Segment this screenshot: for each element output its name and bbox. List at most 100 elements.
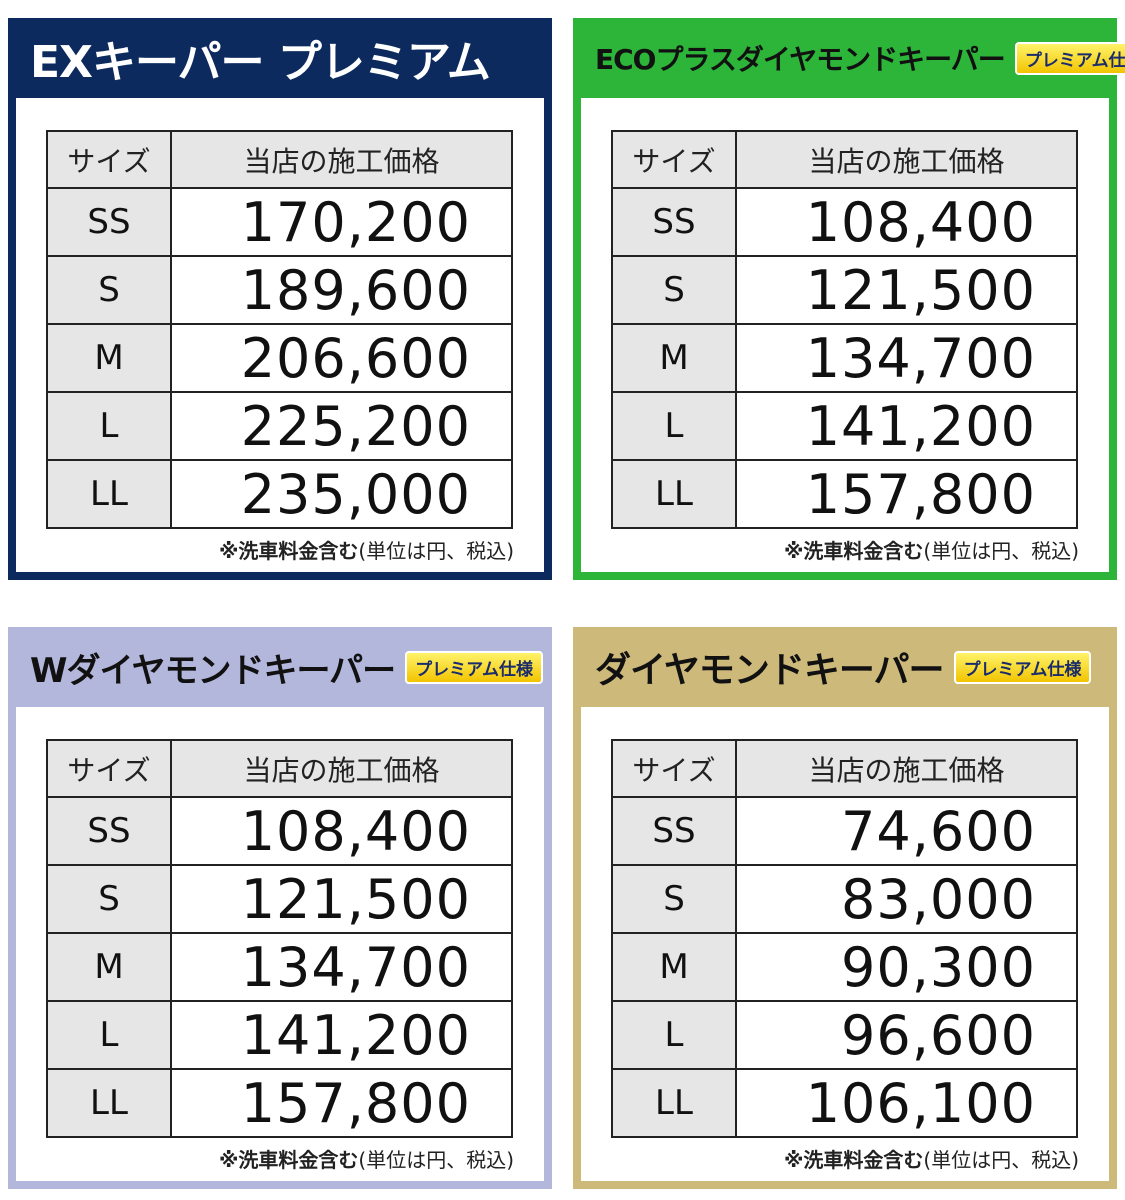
size-cell: LL	[611, 1068, 737, 1138]
size-cell: M	[611, 323, 737, 393]
note: ※洗車料金含む(単位は円、税込)	[784, 535, 1079, 564]
panel-title: EXキーパー プレミアム	[30, 37, 491, 88]
size-cell: L	[611, 391, 737, 461]
panel-header: ダイヤモンドキーパー プレミアム仕様	[573, 627, 1117, 707]
size-cell: M	[611, 932, 737, 1002]
price-panel: Wダイヤモンドキーパー プレミアム仕様サイズ 当店の施工価格 SS 108,400 S 12…	[8, 627, 552, 1189]
price-row: S 83,000	[611, 864, 1078, 934]
price-row: LL 235,000	[46, 459, 513, 529]
price-cell: 134,700	[735, 323, 1078, 393]
size-cell: SS	[46, 187, 172, 257]
price-row: S 189,600	[46, 255, 513, 325]
panel-body: サイズ 当店の施工価格 SS 108,400 S 121,500 M 134,700 L 141,…	[581, 98, 1109, 572]
size-cell: LL	[611, 459, 737, 529]
price-cell: 141,200	[170, 1000, 513, 1070]
note-emphasis: ※洗車料金含む	[218, 1148, 359, 1172]
badge: プレミアム仕様	[953, 650, 1092, 684]
size-cell: L	[46, 391, 172, 461]
size-cell: SS	[611, 187, 737, 257]
column-header: サイズ	[611, 739, 737, 798]
column-header: サイズ	[46, 739, 172, 798]
size-cell: SS	[611, 796, 737, 866]
price-cell: 108,400	[735, 187, 1078, 257]
price-row: M 134,700	[46, 932, 513, 1002]
panel-header: ECOプラスダイヤモンドキーパープレミアム仕様	[573, 18, 1125, 98]
price-cell: 189,600	[170, 255, 513, 325]
note-emphasis: ※洗車料金含む	[783, 539, 924, 563]
price-cell: 157,800	[170, 1068, 513, 1138]
price-row: LL 106,100	[611, 1068, 1078, 1138]
price-row: SS 108,400	[611, 187, 1078, 257]
note-emphasis: ※洗車料金含む	[218, 539, 359, 563]
size-cell: S	[611, 864, 737, 934]
price-row: M 134,700	[611, 323, 1078, 393]
note: ※洗車料金含む(単位は円、税込)	[219, 535, 514, 564]
size-cell: LL	[46, 1068, 172, 1138]
price-panel: ダイヤモンドキーパー プレミアム仕様 サイズ 当店の施工価格 SS 74,600 S 83,0…	[573, 627, 1117, 1189]
column-header: サイズ	[46, 130, 172, 189]
size-cell: S	[46, 864, 172, 934]
panel-title: Wダイヤモンドキーパー	[30, 650, 396, 691]
panel-header: EXキーパー プレミアム	[8, 18, 552, 98]
size-cell: M	[46, 323, 172, 393]
column-header: 当店の施工価格	[170, 130, 513, 189]
size-cell: L	[46, 1000, 172, 1070]
price-cell: 225,200	[170, 391, 513, 461]
column-header: 当店の施工価格	[170, 739, 513, 798]
price-panel: ECOプラスダイヤモンドキーパープレミアム仕様サイズ当店の施工価格SS108,4…	[573, 18, 1125, 580]
price-row: L 225,200	[46, 391, 513, 461]
price-table: サイズ 当店の施工価格 SS 170,200 S 189,600 M 206,600 L 225,…	[46, 130, 513, 529]
price-cell: 134,700	[170, 932, 513, 1002]
price-cell: 106,100	[735, 1068, 1078, 1138]
note: ※洗車料金含む(単位は円、税込)	[219, 1144, 514, 1173]
note-text: (単位は円、税込)	[358, 1148, 514, 1172]
note-text: (単位は円、税込)	[358, 539, 514, 563]
size-cell: S	[46, 255, 172, 325]
price-cell: 206,600	[170, 323, 513, 393]
price-cell: 108,400	[170, 796, 513, 866]
note-emphasis: ※洗車料金含む	[783, 1148, 924, 1172]
header-row: サイズ 当店の施工価格	[46, 130, 513, 189]
panel-body: サイズ 当店の施工価格 SS 170,200 S 189,600 M 206,600 L 225,…	[16, 98, 544, 572]
price-table: サイズ 当店の施工価格 SS 108,400 S 121,500 M 134,700 L 141,…	[611, 130, 1078, 529]
header-row: サイズ 当店の施工価格	[611, 130, 1078, 189]
price-cell: 141,200	[735, 391, 1078, 461]
panel-title: ダイヤモンドキーパー	[595, 650, 945, 691]
header-row: サイズ 当店の施工価格	[611, 739, 1078, 798]
price-row: SS 108,400	[46, 796, 513, 866]
price-row: S 121,500	[46, 864, 513, 934]
size-cell: SS	[46, 796, 172, 866]
price-cell: 170,200	[170, 187, 513, 257]
price-row: M 206,600	[46, 323, 513, 393]
price-row: M 90,300	[611, 932, 1078, 1002]
price-cell: 83,000	[735, 864, 1078, 934]
price-row: S 121,500	[611, 255, 1078, 325]
size-cell: LL	[46, 459, 172, 529]
price-cell: 157,800	[735, 459, 1078, 529]
badge: プレミアム仕様	[1014, 41, 1125, 75]
note-text: (単位は円、税込)	[923, 539, 1079, 563]
price-cell: 74,600	[735, 796, 1078, 866]
price-row: L 141,200	[611, 391, 1078, 461]
header-row: サイズ 当店の施工価格	[46, 739, 513, 798]
panel-body: サイズ 当店の施工価格 SS 108,400 S 121,500 M 134,700 L 141,…	[16, 707, 544, 1181]
badge: プレミアム仕様	[405, 650, 543, 684]
price-row: L 141,200	[46, 1000, 513, 1070]
note-text: (単位は円、税込)	[923, 1148, 1079, 1172]
panel-body: サイズ 当店の施工価格 SS 74,600 S 83,000 M 90,300 L 96,600 L…	[581, 707, 1109, 1181]
price-cell: 121,500	[735, 255, 1078, 325]
column-header: 当店の施工価格	[735, 739, 1078, 798]
price-panel: EXキーパー プレミアムサイズ 当店の施工価格 SS 170,200 S 189,600 M…	[8, 18, 552, 580]
column-header: サイズ	[611, 130, 737, 189]
size-cell: L	[611, 1000, 737, 1070]
price-cell: 90,300	[735, 932, 1078, 1002]
price-row: SS 170,200	[46, 187, 513, 257]
price-row: L 96,600	[611, 1000, 1078, 1070]
note: ※洗車料金含む(単位は円、税込)	[784, 1144, 1079, 1173]
price-cell: 121,500	[170, 864, 513, 934]
price-row: LL 157,800	[611, 459, 1078, 529]
price-cell: 96,600	[735, 1000, 1078, 1070]
price-cell: 235,000	[170, 459, 513, 529]
price-row: LL 157,800	[46, 1068, 513, 1138]
